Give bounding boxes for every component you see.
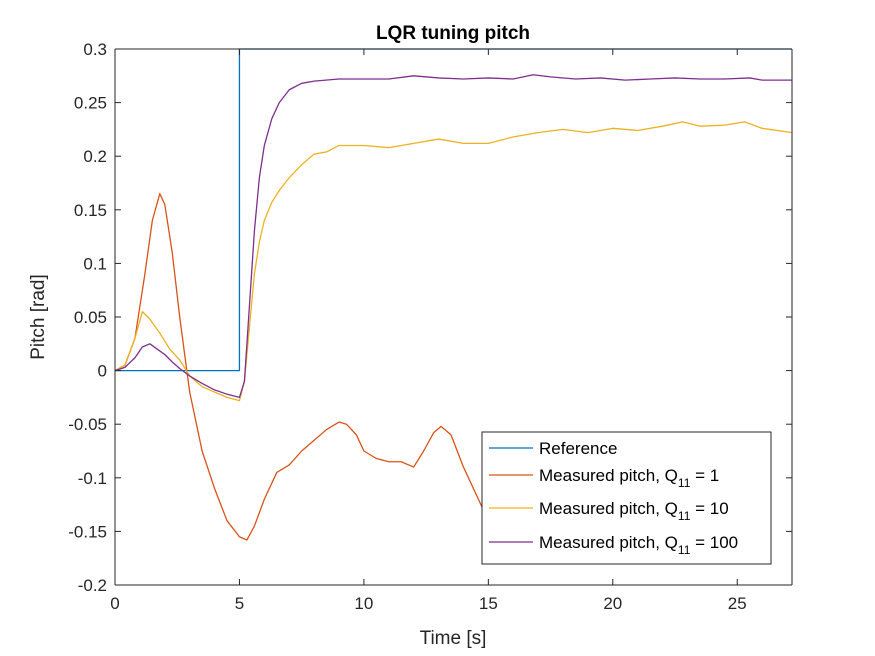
legend-label-tail: = 1 bbox=[690, 466, 719, 485]
legend-label-main: Measured pitch, Q bbox=[539, 499, 678, 518]
series-line-4 bbox=[114, 74, 792, 399]
x-tick-label: 15 bbox=[479, 594, 498, 613]
legend-label-tail: = 10 bbox=[690, 499, 728, 518]
legend-label-1: Reference bbox=[539, 439, 617, 458]
x-tick-label: 25 bbox=[728, 594, 747, 613]
legend-label-subscript: 11 bbox=[678, 543, 691, 557]
series-line-2 bbox=[114, 193, 484, 541]
x-ticks: 0 5 10 15 20 25 bbox=[110, 49, 747, 613]
legend-label-subscript: 11 bbox=[678, 509, 691, 523]
x-tick-label: 0 bbox=[110, 594, 119, 613]
y-axis-label: Pitch [rad] bbox=[28, 274, 49, 360]
y-tick-label: 0.05 bbox=[74, 308, 107, 327]
legend-label-main: Reference bbox=[539, 439, 617, 458]
y-tick-label: -0.2 bbox=[78, 576, 107, 595]
series-line-3 bbox=[114, 121, 793, 402]
x-axis-label: Time [s] bbox=[420, 628, 487, 649]
y-tick-label: 0.25 bbox=[74, 94, 107, 113]
x-tick-label: 5 bbox=[235, 594, 244, 613]
legend-label-main: Measured pitch, Q bbox=[539, 533, 678, 552]
y-tick-label: 0.2 bbox=[83, 147, 107, 166]
legend-label-2: Measured pitch, Q11 = 1 bbox=[539, 466, 719, 490]
y-tick-label: -0.1 bbox=[78, 469, 107, 488]
legend-label-main: Measured pitch, Q bbox=[539, 466, 678, 485]
legend-label-4: Measured pitch, Q11 = 100 bbox=[539, 533, 738, 557]
y-tick-label: 0.1 bbox=[83, 254, 107, 273]
x-tick-label: 20 bbox=[603, 594, 622, 613]
legend-label-tail: = 100 bbox=[690, 533, 738, 552]
x-tick-label: 10 bbox=[354, 594, 373, 613]
y-tick-label: -0.05 bbox=[68, 415, 107, 434]
y-tick-label: 0.3 bbox=[83, 40, 107, 59]
y-tick-label: 0.15 bbox=[74, 201, 107, 220]
chart-title: LQR tuning pitch bbox=[376, 23, 530, 44]
y-tick-label: -0.15 bbox=[68, 522, 107, 541]
y-tick-label: 0 bbox=[98, 362, 107, 381]
legend-label-subscript: 11 bbox=[678, 476, 691, 490]
legend-label-3: Measured pitch, Q11 = 10 bbox=[539, 499, 729, 523]
y-ticks: -0.2 -0.15 -0.1 -0.05 0 0.05 0.1 0.15 0.2 0.25 0.3 bbox=[68, 40, 792, 595]
